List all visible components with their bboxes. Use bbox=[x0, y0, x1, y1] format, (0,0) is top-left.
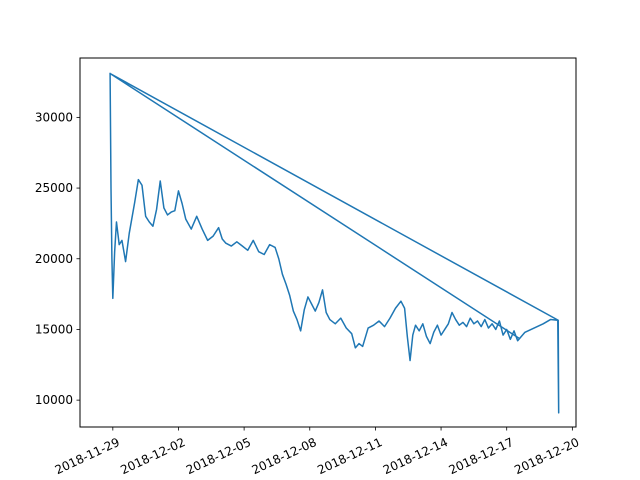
series-line-0 bbox=[109, 72, 560, 414]
y-tick-label: 25000 bbox=[35, 181, 73, 195]
y-axis: 10000 15000 20000 25000 30000 bbox=[35, 110, 80, 407]
plot-area bbox=[80, 58, 576, 427]
y-tick-label: 20000 bbox=[35, 252, 73, 266]
plot-frame bbox=[79, 57, 577, 428]
series-layer bbox=[109, 72, 560, 414]
y-tick-label: 10000 bbox=[35, 393, 73, 407]
y-tick-label: 30000 bbox=[35, 110, 73, 124]
y-tick-label: 15000 bbox=[35, 322, 73, 336]
